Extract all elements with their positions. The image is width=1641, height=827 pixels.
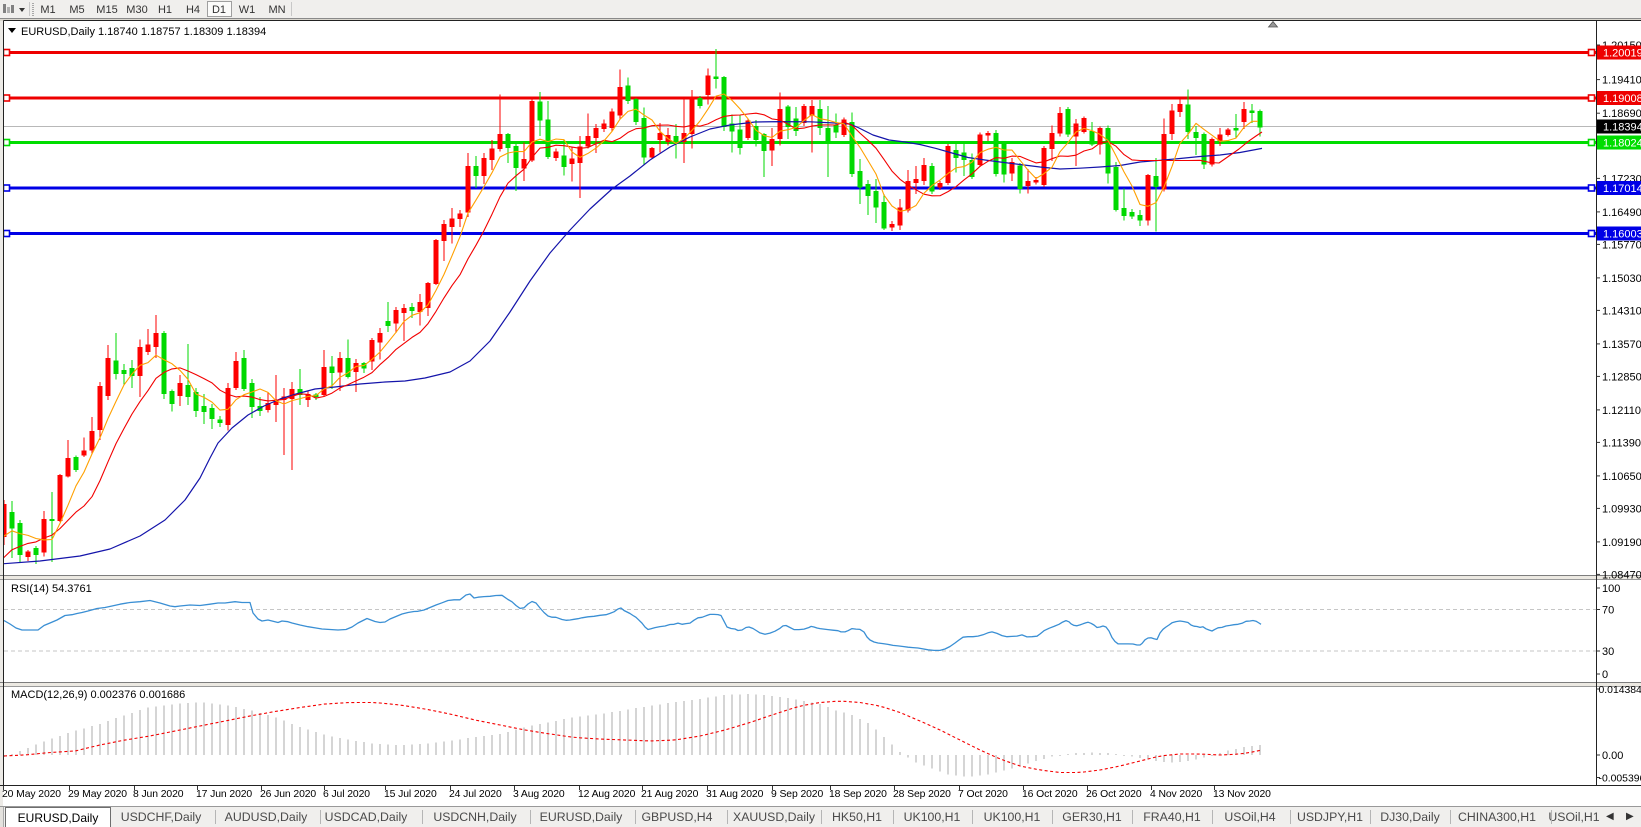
svg-text:16 Oct 2020: 16 Oct 2020 [1022,789,1078,800]
svg-text:21 Aug 2020: 21 Aug 2020 [641,789,699,800]
svg-text:70: 70 [1602,605,1614,617]
svg-text:M1: M1 [40,4,55,16]
svg-text:1.18394: 1.18394 [1603,122,1641,134]
svg-text:4 Nov 2020: 4 Nov 2020 [1150,789,1202,800]
svg-text:9 Sep 2020: 9 Sep 2020 [771,789,823,800]
svg-text:26 Oct 2020: 26 Oct 2020 [1086,789,1142,800]
svg-text:1.12850: 1.12850 [1602,371,1641,383]
svg-text:1.17014: 1.17014 [1603,183,1641,195]
svg-text:1.09930: 1.09930 [1602,503,1641,515]
svg-text:1.09190: 1.09190 [1602,537,1641,549]
svg-text:M30: M30 [126,4,147,16]
svg-text:29 May 2020: 29 May 2020 [68,789,127,800]
svg-text:1.19410: 1.19410 [1602,75,1641,87]
svg-text:RSI(14) 54.3761: RSI(14) 54.3761 [11,583,92,595]
svg-text:30: 30 [1602,646,1614,658]
svg-text:0.014384: 0.014384 [1599,685,1641,696]
svg-text:3 Aug 2020: 3 Aug 2020 [513,789,565,800]
svg-text:W1: W1 [239,4,256,16]
svg-text:1.10650: 1.10650 [1602,471,1641,483]
svg-text:100: 100 [1602,583,1620,595]
svg-text:MACD(12,26,9) 0.002376 0.00168: MACD(12,26,9) 0.002376 0.001686 [11,689,185,701]
svg-text:7 Oct 2020: 7 Oct 2020 [958,789,1008,800]
svg-text:1.18024: 1.18024 [1603,138,1641,150]
svg-text:D1: D1 [212,4,226,16]
svg-text:MN: MN [268,4,285,16]
svg-text:1.15030: 1.15030 [1602,273,1641,285]
svg-text:26 Jun 2020: 26 Jun 2020 [260,789,316,800]
svg-text:1.16003: 1.16003 [1603,229,1641,241]
svg-text:1.14310: 1.14310 [1602,305,1641,317]
svg-text:1.08470: 1.08470 [1602,569,1641,581]
svg-text:1.15770: 1.15770 [1602,239,1641,251]
svg-text:13 Nov 2020: 13 Nov 2020 [1213,789,1271,800]
svg-text:1.13570: 1.13570 [1602,339,1641,351]
svg-text:8 Jun 2020: 8 Jun 2020 [133,789,184,800]
svg-text:12 Aug 2020: 12 Aug 2020 [578,789,636,800]
svg-text:18 Sep 2020: 18 Sep 2020 [829,789,887,800]
svg-text:EURUSD,Daily 1.18740 1.18757: EURUSD,Daily 1.18740 1.18757 1.18309 1.1… [21,26,266,38]
svg-text:H1: H1 [158,4,172,16]
svg-text:1.20019: 1.20019 [1603,48,1641,60]
svg-text:20 May 2020: 20 May 2020 [2,789,61,800]
svg-text:15 Jul 2020: 15 Jul 2020 [384,789,437,800]
svg-text:1.19008: 1.19008 [1603,93,1641,105]
svg-text:H4: H4 [186,4,200,16]
svg-text:-0.005396: -0.005396 [1599,774,1641,785]
svg-text:24 Jul 2020: 24 Jul 2020 [449,789,502,800]
svg-text:0: 0 [1602,669,1608,681]
svg-text:1.16490: 1.16490 [1602,207,1641,219]
svg-text:0.00: 0.00 [1602,750,1623,762]
svg-text:17 Jun 2020: 17 Jun 2020 [196,789,252,800]
svg-text:6 Jul 2020: 6 Jul 2020 [323,789,370,800]
svg-text:31 Aug 2020: 31 Aug 2020 [706,789,764,800]
svg-text:1.11390: 1.11390 [1602,437,1641,449]
svg-text:M15: M15 [96,4,117,16]
svg-text:1.18690: 1.18690 [1602,108,1641,120]
svg-text:1.12110: 1.12110 [1602,405,1641,417]
svg-text:28 Sep 2020: 28 Sep 2020 [893,789,951,800]
svg-text:M5: M5 [69,4,84,16]
